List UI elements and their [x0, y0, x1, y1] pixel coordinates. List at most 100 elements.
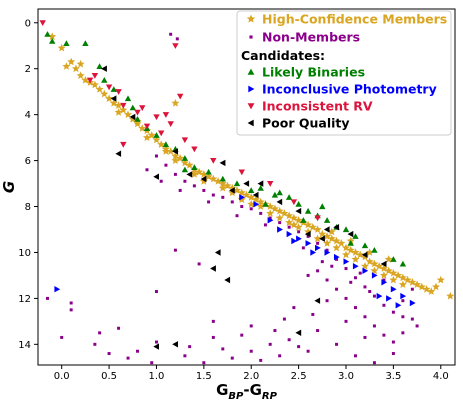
- rv-point: [290, 199, 298, 206]
- bin-point: [347, 240, 354, 246]
- non-point: [259, 211, 263, 215]
- bin-point: [233, 180, 241, 187]
- poor-point: [252, 191, 259, 199]
- high-point: [90, 80, 99, 89]
- high-point: [398, 280, 407, 288]
- rv-point: [238, 169, 245, 176]
- bin-point: [262, 201, 269, 207]
- series-poor: [101, 65, 387, 350]
- phot-point: [381, 279, 388, 286]
- bin-point: [276, 189, 283, 196]
- high-point: [446, 291, 455, 300]
- non-point: [363, 285, 367, 289]
- high-point: [48, 32, 57, 40]
- non-point: [211, 193, 215, 197]
- x-axis-title-sub1: BP: [228, 391, 244, 402]
- legend-label-poor: Poor Quality: [262, 116, 350, 131]
- bin-point: [82, 40, 89, 46]
- bin-point: [49, 38, 56, 44]
- high-point: [95, 85, 104, 93]
- high-point: [342, 250, 350, 259]
- phot-point: [352, 263, 359, 270]
- high-point: [171, 99, 180, 107]
- non-point: [316, 269, 320, 273]
- poor-point: [361, 251, 368, 258]
- series-phot: [54, 194, 416, 309]
- rv-point: [181, 137, 189, 144]
- non-point: [173, 172, 177, 176]
- non-point: [410, 317, 414, 321]
- y-tick-label: 2: [25, 64, 31, 75]
- non-point: [173, 248, 177, 252]
- high-point: [351, 255, 360, 263]
- bin-point: [371, 247, 378, 253]
- rv-point: [105, 84, 113, 91]
- non-point: [354, 276, 357, 280]
- high-point: [157, 140, 166, 148]
- poor-point: [153, 343, 159, 350]
- bin-point: [219, 175, 226, 182]
- non-point: [207, 200, 211, 204]
- bin-point: [191, 164, 198, 170]
- non-point: [240, 333, 244, 337]
- non-point: [382, 303, 386, 307]
- non-point: [221, 347, 225, 351]
- non-point: [136, 349, 139, 353]
- rv-point: [115, 89, 122, 95]
- non-point: [183, 179, 187, 183]
- high-point: [370, 266, 379, 275]
- legend-marker-rv: [247, 103, 255, 110]
- phot-point: [376, 292, 383, 300]
- non-point: [349, 280, 353, 284]
- non-point: [107, 352, 111, 356]
- phot-point: [286, 230, 293, 238]
- high-point: [199, 177, 208, 185]
- x-axis-title-sep: -G: [243, 381, 262, 399]
- rv-point: [153, 114, 160, 121]
- poor-point: [110, 95, 117, 102]
- high-point: [323, 239, 332, 247]
- poor-point: [129, 113, 136, 121]
- phot-point: [371, 272, 378, 279]
- non-point: [382, 333, 386, 337]
- bin-point: [390, 256, 397, 262]
- non-point: [306, 234, 310, 238]
- phot-point: [310, 249, 316, 256]
- non-point: [249, 349, 253, 353]
- rv-point: [162, 112, 170, 118]
- x-tick-label: 2.5: [291, 371, 307, 382]
- non-point: [240, 205, 244, 209]
- non-point: [415, 324, 419, 328]
- poor-point: [257, 180, 264, 187]
- high-point: [57, 43, 66, 52]
- y-tick-label: 6: [25, 156, 31, 167]
- phot-point: [305, 240, 312, 247]
- non-point: [401, 315, 405, 319]
- non-point: [311, 312, 315, 316]
- rv-point: [167, 121, 174, 127]
- x-tick-label: 3.0: [338, 371, 354, 382]
- high-point: [398, 273, 407, 282]
- non-point: [325, 299, 329, 303]
- plot-frame: [37, 8, 456, 366]
- phot-point: [291, 237, 298, 245]
- bin-point: [63, 40, 70, 46]
- non-point: [183, 354, 187, 358]
- non-point: [164, 163, 168, 167]
- bin-point: [271, 191, 279, 198]
- high-point: [185, 161, 194, 169]
- x-tick-label: 0.0: [54, 371, 70, 382]
- non-point: [192, 184, 196, 188]
- x-tick-label: 1.5: [196, 371, 212, 382]
- high-point: [379, 271, 388, 279]
- non-point: [268, 216, 272, 220]
- rv-point: [86, 77, 94, 84]
- phot-point: [334, 253, 340, 261]
- bin-point: [162, 141, 170, 148]
- non-point: [273, 329, 277, 333]
- high-point: [332, 243, 341, 252]
- high-point: [152, 135, 161, 144]
- phot-point: [277, 226, 283, 233]
- non-point: [278, 354, 282, 358]
